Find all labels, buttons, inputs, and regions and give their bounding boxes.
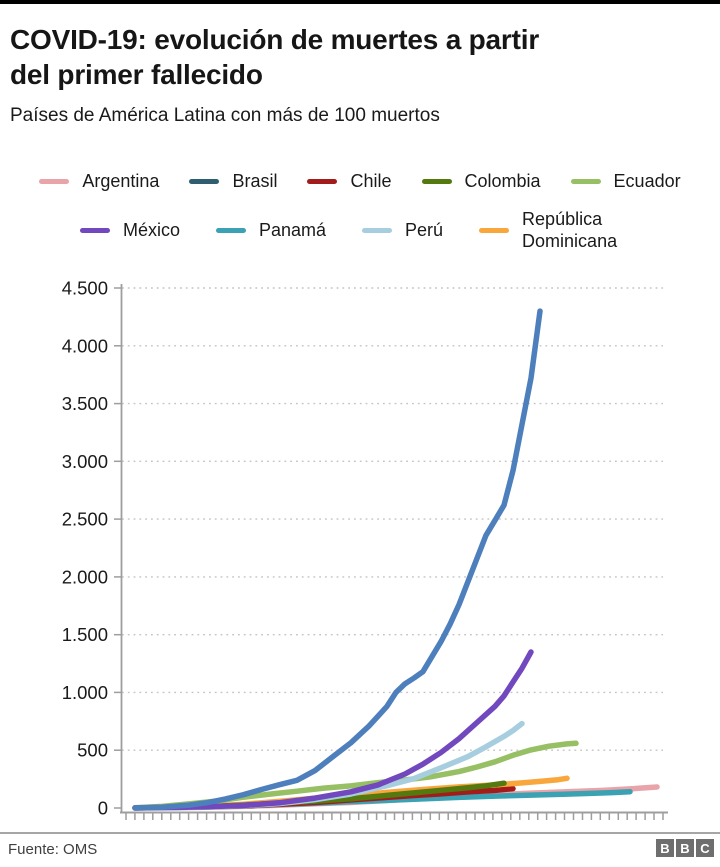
legend-item-argentina: Argentina — [39, 170, 159, 192]
legend-swatch-peru — [362, 227, 393, 233]
y-axis-label-3500: 3.500 — [62, 393, 108, 414]
legend-swatch-republica-dominicana — [479, 227, 510, 233]
bbc-logo-box-2: B — [676, 839, 694, 857]
legend-label-ecuador: Ecuador — [613, 171, 681, 191]
legend-item-republica-dominicana: República Dominicana — [479, 208, 640, 252]
page-title: COVID-19: evolución de muertes a partir d… — [10, 22, 706, 92]
y-axis-label-2500: 2.500 — [62, 509, 108, 530]
legend-swatch-chile — [307, 178, 338, 184]
page-title-line2: del primer fallecido — [10, 59, 263, 90]
chart-subtitle: Países de América Latina con más de 100 … — [10, 105, 440, 126]
legend-item-chile: Chile — [307, 170, 392, 192]
legend-item-ecuador: Ecuador — [570, 170, 681, 192]
legend-label-panama: Panamá — [258, 220, 327, 240]
legend-label-mexico: México — [122, 220, 180, 240]
y-axis-label-500: 500 — [77, 740, 108, 761]
top-bar — [0, 0, 720, 4]
y-axis-label-2000: 2.000 — [62, 566, 108, 587]
legend-label-brasil: Brasil — [232, 171, 278, 191]
y-axis-label-4500: 4.500 — [62, 278, 108, 299]
y-axis-label-3000: 3.000 — [62, 451, 108, 472]
y-axis-label-0: 0 — [98, 798, 108, 819]
legend-item-colombia: Colombia — [421, 170, 541, 192]
legend-row-2: México Panamá Perú República Dominicana — [0, 201, 720, 259]
legend-label-colombia: Colombia — [464, 171, 541, 191]
legend-item-peru: Perú — [362, 219, 443, 241]
legend-swatch-colombia — [421, 178, 452, 184]
legend-label-argentina: Argentina — [82, 171, 160, 191]
legend-item-brasil: Brasil — [189, 170, 277, 192]
legend-item-mexico: México — [79, 219, 180, 241]
legend-item-panama: Panamá — [215, 219, 327, 241]
footer-divider — [0, 832, 720, 834]
line-mexico — [132, 649, 534, 811]
legend-swatch-ecuador — [570, 178, 601, 184]
y-axis-label-4000: 4.000 — [62, 335, 108, 356]
bbc-logo-box-1: B — [656, 839, 674, 857]
line-chart: 0 500 1.000 1.500 2.000 2.500 3.000 3.500 4.000 4… — [62, 278, 668, 820]
y-axis-label-1000: 1.000 — [62, 682, 108, 703]
legend-swatch-argentina — [39, 178, 70, 184]
bbc-logo-box-3: C — [696, 839, 714, 857]
legend-label-peru: Perú — [405, 220, 444, 240]
legend-label-chile: Chile — [350, 171, 392, 191]
page-title-line1: COVID-19: evolución de muertes a partir — [10, 24, 540, 55]
legend-label-republica-dominicana: República Dominicana — [522, 209, 618, 251]
source-label: Fuente: OMS — [8, 841, 98, 858]
legend-swatch-panama — [215, 227, 246, 233]
line-brasil — [132, 308, 543, 811]
legend-swatch-mexico — [79, 227, 110, 233]
y-axis-label-1500: 1.500 — [62, 624, 108, 645]
legend-swatch-brasil — [189, 178, 220, 184]
legend-row-1: Argentina Brasil Chile Colombia Ecuador — [0, 160, 720, 202]
